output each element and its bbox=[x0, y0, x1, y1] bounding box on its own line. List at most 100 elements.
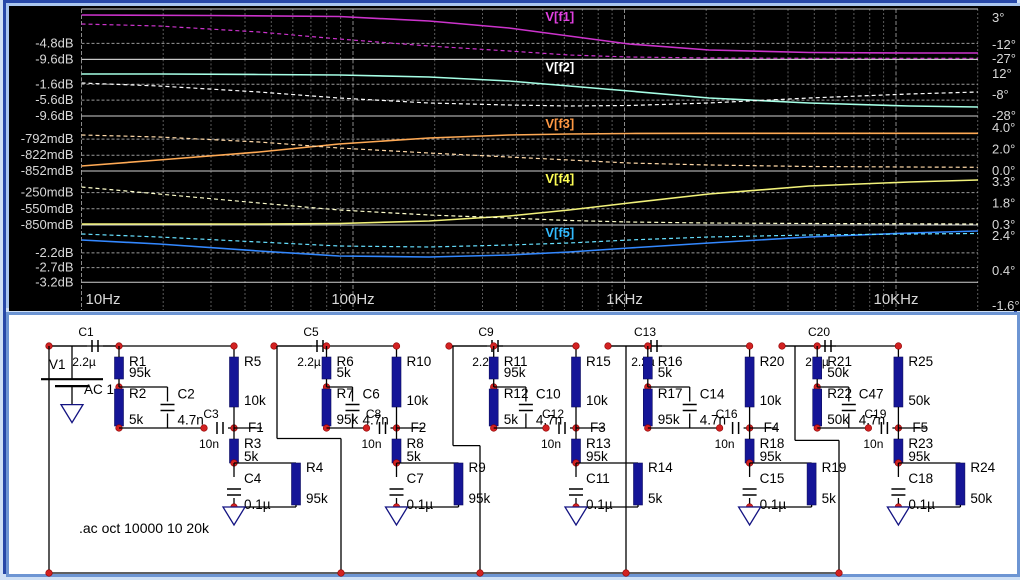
svg-text:50k: 50k bbox=[908, 393, 930, 408]
svg-text:C11: C11 bbox=[586, 471, 610, 486]
svg-text:-550mdB: -550mdB bbox=[21, 201, 74, 216]
svg-text:V[f1]: V[f1] bbox=[545, 9, 574, 24]
svg-text:2.2µ: 2.2µ bbox=[297, 355, 321, 369]
svg-text:-3.2dB: -3.2dB bbox=[35, 274, 73, 289]
svg-text:-850mdB: -850mdB bbox=[21, 217, 74, 232]
svg-text:5k: 5k bbox=[244, 449, 259, 464]
svg-text:F5: F5 bbox=[912, 420, 928, 435]
svg-text:0.1µ: 0.1µ bbox=[760, 497, 787, 512]
svg-text:-8°: -8° bbox=[992, 87, 1009, 102]
svg-text:C13: C13 bbox=[634, 325, 656, 339]
svg-text:95k: 95k bbox=[760, 449, 782, 464]
svg-text:V[f4]: V[f4] bbox=[545, 171, 574, 186]
svg-text:10KHz: 10KHz bbox=[873, 291, 918, 308]
svg-text:2.0°: 2.0° bbox=[992, 142, 1015, 157]
svg-text:R7: R7 bbox=[337, 386, 354, 401]
svg-text:95k: 95k bbox=[129, 365, 151, 380]
svg-text:C12: C12 bbox=[542, 407, 564, 421]
svg-text:-2.2dB: -2.2dB bbox=[35, 245, 73, 260]
svg-text:C2: C2 bbox=[178, 387, 195, 402]
svg-text:10n: 10n bbox=[361, 437, 381, 451]
svg-text:50k: 50k bbox=[827, 412, 849, 427]
svg-text:V[f2]: V[f2] bbox=[545, 59, 574, 74]
svg-text:10n: 10n bbox=[541, 437, 561, 451]
svg-text:10n: 10n bbox=[863, 437, 883, 451]
svg-text:C47: C47 bbox=[859, 387, 884, 402]
svg-text:10n: 10n bbox=[715, 437, 735, 451]
svg-text:R25: R25 bbox=[908, 354, 933, 369]
svg-text:10Hz: 10Hz bbox=[86, 291, 121, 308]
svg-text:-250mdB: -250mdB bbox=[21, 185, 74, 200]
svg-text:C20: C20 bbox=[808, 325, 830, 339]
svg-text:5k: 5k bbox=[504, 412, 519, 427]
svg-text:AC 1: AC 1 bbox=[84, 382, 114, 397]
svg-text:F2: F2 bbox=[411, 420, 427, 435]
svg-text:-792mdB: -792mdB bbox=[21, 131, 74, 146]
svg-text:5k: 5k bbox=[658, 365, 673, 380]
svg-text:C5: C5 bbox=[303, 325, 319, 339]
svg-text:95k: 95k bbox=[306, 491, 328, 506]
svg-text:R24: R24 bbox=[970, 460, 995, 475]
svg-text:-852mdB: -852mdB bbox=[21, 163, 74, 178]
svg-text:95k: 95k bbox=[586, 449, 608, 464]
svg-text:-9.6dB: -9.6dB bbox=[35, 51, 73, 66]
svg-text:C3: C3 bbox=[203, 407, 219, 421]
svg-text:R9: R9 bbox=[469, 460, 486, 475]
svg-text:R12: R12 bbox=[504, 386, 529, 401]
svg-text:-2.7dB: -2.7dB bbox=[35, 260, 73, 275]
svg-text:95k: 95k bbox=[504, 365, 526, 380]
svg-text:C19: C19 bbox=[864, 407, 886, 421]
svg-text:5k: 5k bbox=[129, 412, 144, 427]
svg-text:0.1µ: 0.1µ bbox=[244, 497, 271, 512]
svg-text:0.1µ: 0.1µ bbox=[908, 497, 935, 512]
svg-text:F4: F4 bbox=[764, 420, 780, 435]
svg-text:C7: C7 bbox=[407, 471, 424, 486]
svg-text:10k: 10k bbox=[244, 393, 266, 408]
svg-text:10k: 10k bbox=[407, 393, 429, 408]
svg-text:10k: 10k bbox=[760, 393, 782, 408]
svg-text:2.4°: 2.4° bbox=[992, 228, 1015, 243]
svg-text:C16: C16 bbox=[716, 407, 738, 421]
svg-text:V1: V1 bbox=[49, 357, 66, 372]
svg-text:3°: 3° bbox=[992, 10, 1004, 25]
svg-text:1.8°: 1.8° bbox=[992, 196, 1015, 211]
svg-text:3.3°: 3.3° bbox=[992, 174, 1015, 189]
svg-text:F3: F3 bbox=[590, 420, 606, 435]
svg-text:R5: R5 bbox=[244, 354, 261, 369]
svg-text:2.2µ: 2.2µ bbox=[72, 355, 96, 369]
svg-text:-12°: -12° bbox=[992, 37, 1016, 52]
svg-text:4.7n: 4.7n bbox=[178, 413, 204, 428]
svg-text:C14: C14 bbox=[700, 387, 725, 402]
svg-text:5k: 5k bbox=[648, 491, 663, 506]
svg-text:R2: R2 bbox=[129, 386, 146, 401]
svg-text:V[f3]: V[f3] bbox=[545, 116, 574, 131]
svg-text:C4: C4 bbox=[244, 471, 262, 486]
svg-text:R17: R17 bbox=[658, 386, 683, 401]
svg-text:C15: C15 bbox=[760, 471, 785, 486]
svg-text:C18: C18 bbox=[908, 471, 933, 486]
svg-text:100Hz: 100Hz bbox=[331, 291, 374, 308]
svg-text:50k: 50k bbox=[827, 365, 849, 380]
svg-text:R20: R20 bbox=[760, 354, 785, 369]
svg-text:.ac oct 10000 10 20k: .ac oct 10000 10 20k bbox=[79, 520, 210, 536]
svg-text:10k: 10k bbox=[586, 393, 608, 408]
svg-text:5k: 5k bbox=[407, 449, 422, 464]
svg-text:1KHz: 1KHz bbox=[606, 291, 643, 308]
svg-text:5k: 5k bbox=[822, 491, 837, 506]
svg-text:C10: C10 bbox=[536, 387, 561, 402]
svg-text:-1.6°: -1.6° bbox=[992, 298, 1020, 311]
svg-text:C1: C1 bbox=[78, 325, 94, 339]
svg-text:50k: 50k bbox=[970, 491, 992, 506]
svg-text:4.0°: 4.0° bbox=[992, 120, 1015, 135]
svg-text:V[f5]: V[f5] bbox=[545, 225, 574, 240]
svg-text:C6: C6 bbox=[363, 387, 380, 402]
svg-text:0.4°: 0.4° bbox=[992, 263, 1015, 278]
svg-text:5k: 5k bbox=[337, 365, 352, 380]
svg-text:C9: C9 bbox=[478, 325, 494, 339]
svg-text:12°: 12° bbox=[992, 66, 1012, 81]
svg-text:-5.6dB: -5.6dB bbox=[35, 92, 73, 107]
svg-text:R10: R10 bbox=[407, 354, 432, 369]
svg-text:0.1µ: 0.1µ bbox=[586, 497, 613, 512]
svg-text:F1: F1 bbox=[248, 420, 264, 435]
svg-text:95k: 95k bbox=[337, 412, 359, 427]
